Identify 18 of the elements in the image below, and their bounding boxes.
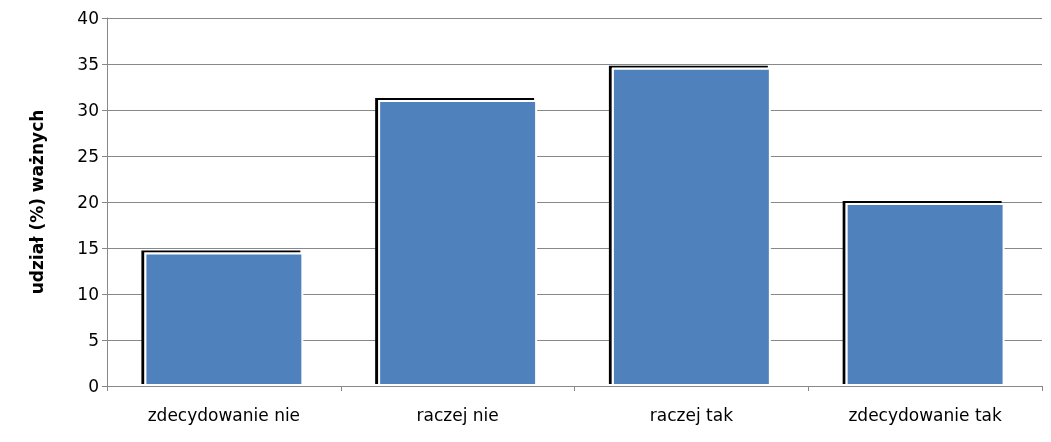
bar bbox=[378, 99, 538, 386]
x-tick-label: zdecydowanie tak bbox=[848, 404, 1002, 425]
y-tick-label: 20 bbox=[77, 192, 99, 212]
y-axis-title: udział (%) ważnych bbox=[26, 109, 47, 295]
y-tick-label: 15 bbox=[77, 238, 99, 258]
bar bbox=[144, 252, 304, 386]
bar bbox=[611, 67, 771, 386]
bar bbox=[845, 202, 1005, 386]
x-tick-label: raczej tak bbox=[649, 404, 734, 425]
y-tick-label: 5 bbox=[88, 330, 99, 350]
y-tick-label: 35 bbox=[77, 54, 99, 74]
y-tick-label: 30 bbox=[77, 100, 99, 120]
y-tick-label: 10 bbox=[77, 284, 99, 304]
y-tick-label: 25 bbox=[77, 146, 99, 166]
y-tick-label: 40 bbox=[77, 8, 99, 28]
y-tick-label: 0 bbox=[88, 376, 99, 396]
x-tick-label: raczej nie bbox=[416, 404, 499, 425]
x-tick-label: zdecydowanie nie bbox=[147, 404, 301, 425]
